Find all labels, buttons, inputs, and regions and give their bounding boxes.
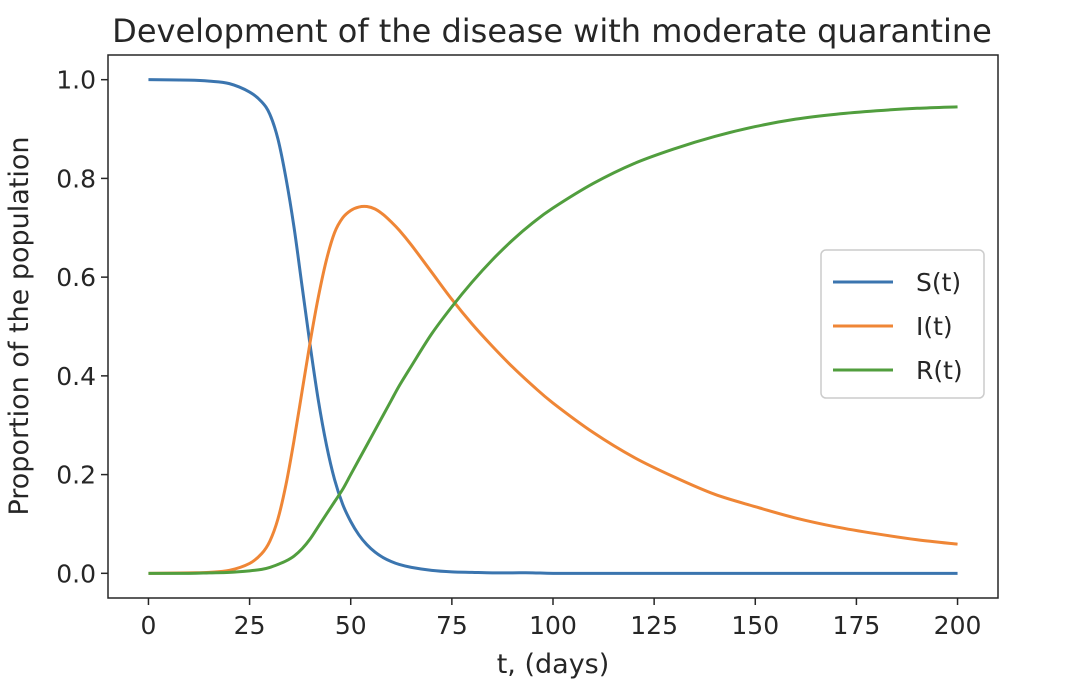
y-tick-label: 0.8 (56, 164, 96, 193)
y-tick-label: 0.2 (56, 461, 96, 490)
y-axis-ticks: 0.0 0.2 0.4 0.6 0.8 1.0 (56, 66, 108, 588)
y-axis-label: Proportion of the population (4, 136, 35, 515)
y-tick-label: 0.6 (56, 263, 96, 292)
chart-title: Development of the disease with moderate… (112, 12, 992, 50)
x-tick-label: 0 (141, 611, 157, 640)
x-axis-label: t, (days) (497, 649, 610, 680)
legend: S(t) I(t) R(t) (820, 249, 985, 399)
x-tick-label: 25 (234, 611, 266, 640)
x-tick-label: 150 (731, 611, 779, 640)
y-tick-label: 1.0 (56, 66, 96, 95)
x-tick-label: 175 (833, 611, 881, 640)
x-tick-label: 125 (630, 611, 678, 640)
legend-box (820, 249, 985, 399)
y-tick-label: 0.0 (56, 559, 96, 588)
x-tick-label: 50 (335, 611, 367, 640)
series-line-r (148, 105, 958, 575)
series-line-s (148, 78, 958, 575)
legend-label: S(t) (916, 268, 961, 297)
x-tick-label: 100 (529, 611, 577, 640)
legend-label: R(t) (916, 356, 963, 385)
x-axis-ticks: 0 25 50 75 100 125 150 175 200 (141, 598, 982, 640)
legend-label: I(t) (916, 312, 953, 341)
x-tick-label: 200 (934, 611, 982, 640)
series-line-i (148, 204, 958, 575)
series-lines (148, 78, 958, 575)
y-tick-label: 0.4 (56, 362, 96, 391)
x-tick-label: 75 (436, 611, 468, 640)
